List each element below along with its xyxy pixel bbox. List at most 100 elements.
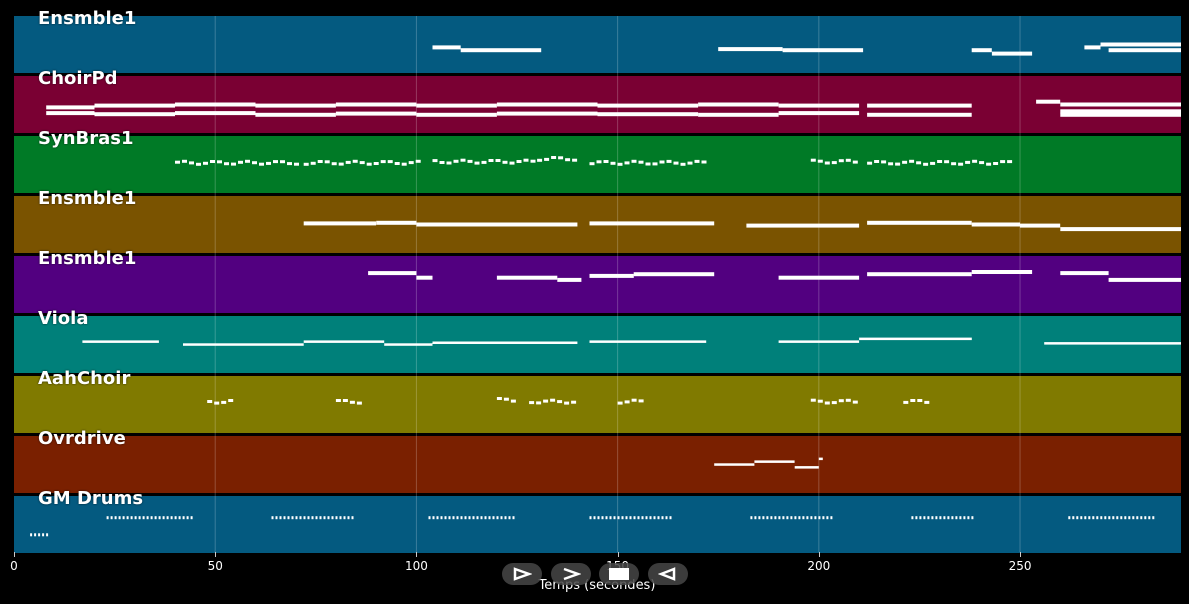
note xyxy=(359,161,365,165)
note xyxy=(1108,277,1181,282)
note xyxy=(778,103,860,108)
track-title: AahChoir xyxy=(38,368,131,389)
rewind-button[interactable] xyxy=(648,563,688,585)
note xyxy=(923,516,926,520)
note xyxy=(523,158,529,162)
note xyxy=(196,162,201,166)
note xyxy=(798,516,801,520)
note xyxy=(408,161,414,165)
note xyxy=(203,161,208,165)
note xyxy=(959,516,962,520)
note xyxy=(351,516,354,520)
note xyxy=(335,399,341,402)
note xyxy=(652,162,658,166)
note xyxy=(416,103,497,108)
note xyxy=(492,516,495,520)
note xyxy=(327,516,330,520)
note xyxy=(42,533,45,537)
note xyxy=(303,221,377,226)
chevron-right-icon xyxy=(563,567,581,581)
note xyxy=(303,340,385,343)
note xyxy=(178,516,181,520)
x-tick xyxy=(14,552,15,557)
note xyxy=(910,399,916,402)
note xyxy=(817,399,823,403)
note xyxy=(432,516,435,520)
note xyxy=(496,516,499,520)
note xyxy=(162,516,165,520)
track-lane-7: AahChoir xyxy=(14,368,1181,433)
note xyxy=(965,160,971,164)
note xyxy=(94,112,175,117)
note xyxy=(460,158,466,162)
note xyxy=(551,156,557,159)
note xyxy=(911,516,914,520)
note xyxy=(930,161,936,165)
note xyxy=(38,533,41,537)
note xyxy=(593,516,596,520)
note xyxy=(214,401,220,405)
note xyxy=(659,160,665,164)
play-button[interactable] xyxy=(502,563,542,585)
forward-button[interactable] xyxy=(551,563,591,585)
note xyxy=(1060,227,1181,232)
note xyxy=(291,516,294,520)
x-tick xyxy=(1020,552,1022,557)
note xyxy=(1060,102,1181,107)
note xyxy=(502,160,508,164)
note xyxy=(529,401,535,405)
note xyxy=(1060,271,1109,276)
note xyxy=(1148,516,1151,520)
note xyxy=(324,160,330,164)
note xyxy=(186,516,189,520)
note xyxy=(958,162,964,166)
note xyxy=(175,111,256,116)
note xyxy=(416,112,497,117)
note xyxy=(637,516,640,520)
track-title: Viola xyxy=(38,308,89,329)
note xyxy=(428,516,431,520)
note xyxy=(778,111,860,116)
note xyxy=(589,221,715,226)
note xyxy=(852,160,858,164)
note xyxy=(436,516,439,520)
note xyxy=(1076,516,1079,520)
note xyxy=(339,516,342,520)
note xyxy=(530,159,536,163)
note xyxy=(416,275,433,280)
note xyxy=(432,159,438,163)
note xyxy=(134,516,137,520)
note xyxy=(444,516,447,520)
note xyxy=(175,102,256,107)
note xyxy=(597,516,600,520)
note xyxy=(673,161,679,165)
note xyxy=(806,516,809,520)
x-tick-label: 100 xyxy=(404,559,428,573)
track-title: Ensmble1 xyxy=(38,248,137,269)
note xyxy=(460,48,542,53)
note-roll xyxy=(432,42,1181,56)
note xyxy=(166,516,169,520)
note xyxy=(175,160,180,164)
note xyxy=(158,516,161,520)
note xyxy=(617,162,623,166)
note xyxy=(669,516,672,520)
track-title: Ensmble1 xyxy=(38,8,137,29)
note xyxy=(927,516,930,520)
note xyxy=(207,400,213,403)
note xyxy=(645,162,651,166)
note xyxy=(624,400,630,404)
note xyxy=(468,516,471,520)
note xyxy=(210,160,215,163)
note xyxy=(509,161,515,165)
note xyxy=(1072,516,1075,520)
note xyxy=(1000,160,1006,164)
note xyxy=(349,400,355,404)
note xyxy=(790,516,793,520)
note xyxy=(915,516,918,520)
note xyxy=(971,270,1033,274)
note xyxy=(610,161,616,165)
note xyxy=(778,340,860,343)
note xyxy=(401,162,407,166)
stop-button[interactable] xyxy=(599,563,639,585)
